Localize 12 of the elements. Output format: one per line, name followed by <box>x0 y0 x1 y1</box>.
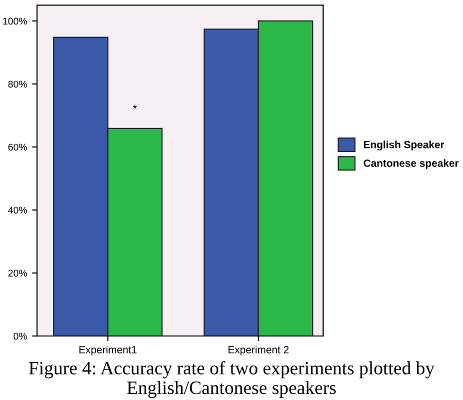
y-tick-label: 0% <box>14 332 27 340</box>
legend-label: English Speaker <box>364 140 444 150</box>
y-tick-label: 60% <box>8 144 27 151</box>
annotation: * <box>132 104 137 109</box>
caption: Figure 4: Accuracy rate of two experiments plotted by English/Cantonese speakers <box>28 361 434 398</box>
y-tick-label: 80% <box>8 80 27 88</box>
y-tick-label: 100% <box>3 18 27 25</box>
y-tick-label: 20% <box>8 270 27 277</box>
legend-label: Cantonese speaker <box>364 159 459 169</box>
x-tick-label: Experiment 2 <box>228 346 289 356</box>
x-tick-label: Experiment1 <box>79 346 137 356</box>
y-tick-label: 40% <box>8 206 27 214</box>
